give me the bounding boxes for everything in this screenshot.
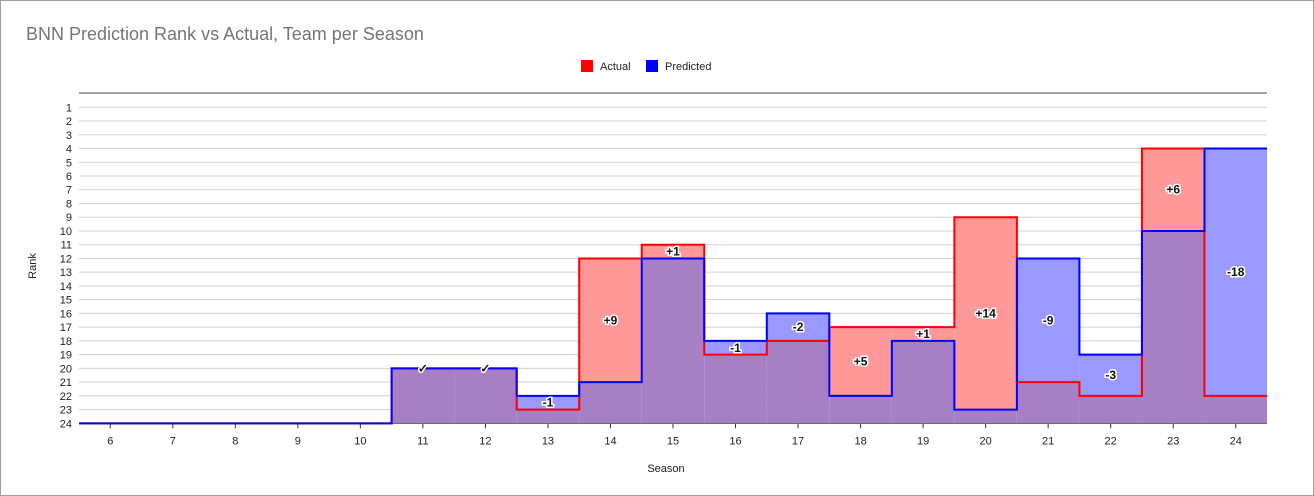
y-tick-label: 1 [66,102,72,114]
x-tick-label: 11 [417,435,428,447]
predicted-area [766,313,830,341]
annotation-label: +14 [975,306,996,320]
y-tick-label: 11 [61,240,72,252]
y-tick-label: 9 [66,212,72,224]
legend-label-actual: Actual [600,61,631,73]
y-tick-label: 21 [60,377,72,389]
y-tick-label: 5 [66,157,72,169]
y-tick-label: 20 [60,363,72,375]
y-tick-label: 23 [60,405,72,417]
x-tick-label: 12 [479,435,491,447]
predicted-area [1079,354,1142,396]
annotation-label: +5 [854,354,868,368]
y-tick-label: 22 [60,391,72,403]
annotation-label: +1 [916,327,930,341]
y-tick-label: 24 [60,418,72,430]
annotation-label: ✓ [418,361,428,375]
legend-label-predicted: Predicted [665,61,711,73]
overlap-area [391,368,455,424]
y-tick-label: 15 [60,295,72,307]
actual-area [954,217,1017,410]
x-tick-label: 22 [1105,435,1117,447]
x-tick-label: 21 [1042,435,1054,447]
predicted-area [1016,258,1080,383]
y-tick-label: 7 [66,185,72,197]
annotation-label: +6 [1166,183,1180,197]
x-tick-label: 19 [917,435,929,447]
predicted-area [1204,148,1267,396]
y-tick-label: 2 [66,116,72,128]
series-line-predicted [79,147,1267,425]
y-tick-label: 12 [60,253,72,265]
x-tick-label: 18 [854,435,866,447]
overlap-area [1141,230,1205,424]
overlap-area [454,368,517,424]
overlap-area [1016,382,1080,424]
overlap-area [579,382,642,424]
x-tick-label: 10 [354,435,366,447]
y-tick-label: 13 [60,267,72,279]
overlap-area [704,354,767,424]
y-tick-label: 17 [60,322,72,334]
overlap-area [766,340,830,424]
actual-area [1141,148,1205,231]
annotation-label: -2 [793,320,804,334]
y-tick-label: 6 [66,171,72,183]
x-tick-labels: 6 7 8 9 10 11 12 13 14 15 16 17 18 19 20 21 22 23 24 [107,423,1242,447]
x-tick-label: 13 [542,435,554,447]
x-tick-label: 16 [729,435,741,447]
x-tick-label: 24 [1230,435,1242,447]
y-tick-label: 18 [60,336,72,348]
y-tick-label: 14 [60,281,72,293]
overlap-area [641,258,705,424]
overlap-area [516,409,580,424]
overlap-area [1079,395,1142,424]
legend-swatch-actual [581,60,593,72]
series-areas [391,148,1267,424]
overlap-area [1204,395,1267,424]
legend: Actual Predicted [581,60,711,73]
y-tick-label: 8 [66,198,72,210]
legend-swatch-predicted [646,60,658,72]
series-lines [79,147,1267,425]
x-tick-label: 9 [295,435,301,447]
annotation-label: -18 [1227,265,1245,279]
actual-area [579,258,642,383]
x-axis-label: Season [647,463,684,475]
y-tick-label: 3 [66,130,72,142]
actual-area [829,327,892,396]
predicted-area [516,395,580,410]
overlap-area [829,395,892,424]
x-tick-label: 17 [792,435,804,447]
x-tick-label: 20 [980,435,992,447]
y-tick-label: 19 [60,350,72,362]
y-tick-label: 4 [66,144,72,156]
y-tick-label: 16 [60,308,72,320]
predicted-area [704,340,767,355]
y-axis-label: Rank [27,253,39,279]
x-tick-label: 14 [604,435,616,447]
y-tick-label: 10 [60,226,72,238]
chart-title: BNN Prediction Rank vs Actual, Team per … [26,24,424,44]
overlap-area [891,340,955,424]
x-tick-label: 8 [232,435,238,447]
overlap-area [954,409,1017,424]
annotation-label: -1 [543,396,554,410]
annotation-label: -1 [730,341,741,355]
x-tick-label: 7 [170,435,176,447]
annotation-label: ✓ [480,361,490,375]
actual-area [641,244,705,259]
annotations: ✓ ✓ -1 +9 +1 -1 -2 +5 +1 +14 -9 -3 +6 -18 [416,181,1246,411]
annotation-label: -9 [1043,313,1054,327]
x-tick-label: 23 [1167,435,1179,447]
x-tick-label: 15 [667,435,679,447]
annotation-label: +1 [666,245,680,259]
annotation-label: +9 [604,313,618,327]
actual-area [891,327,955,341]
annotation-label: -3 [1105,368,1116,382]
x-tick-label: 6 [107,435,113,447]
